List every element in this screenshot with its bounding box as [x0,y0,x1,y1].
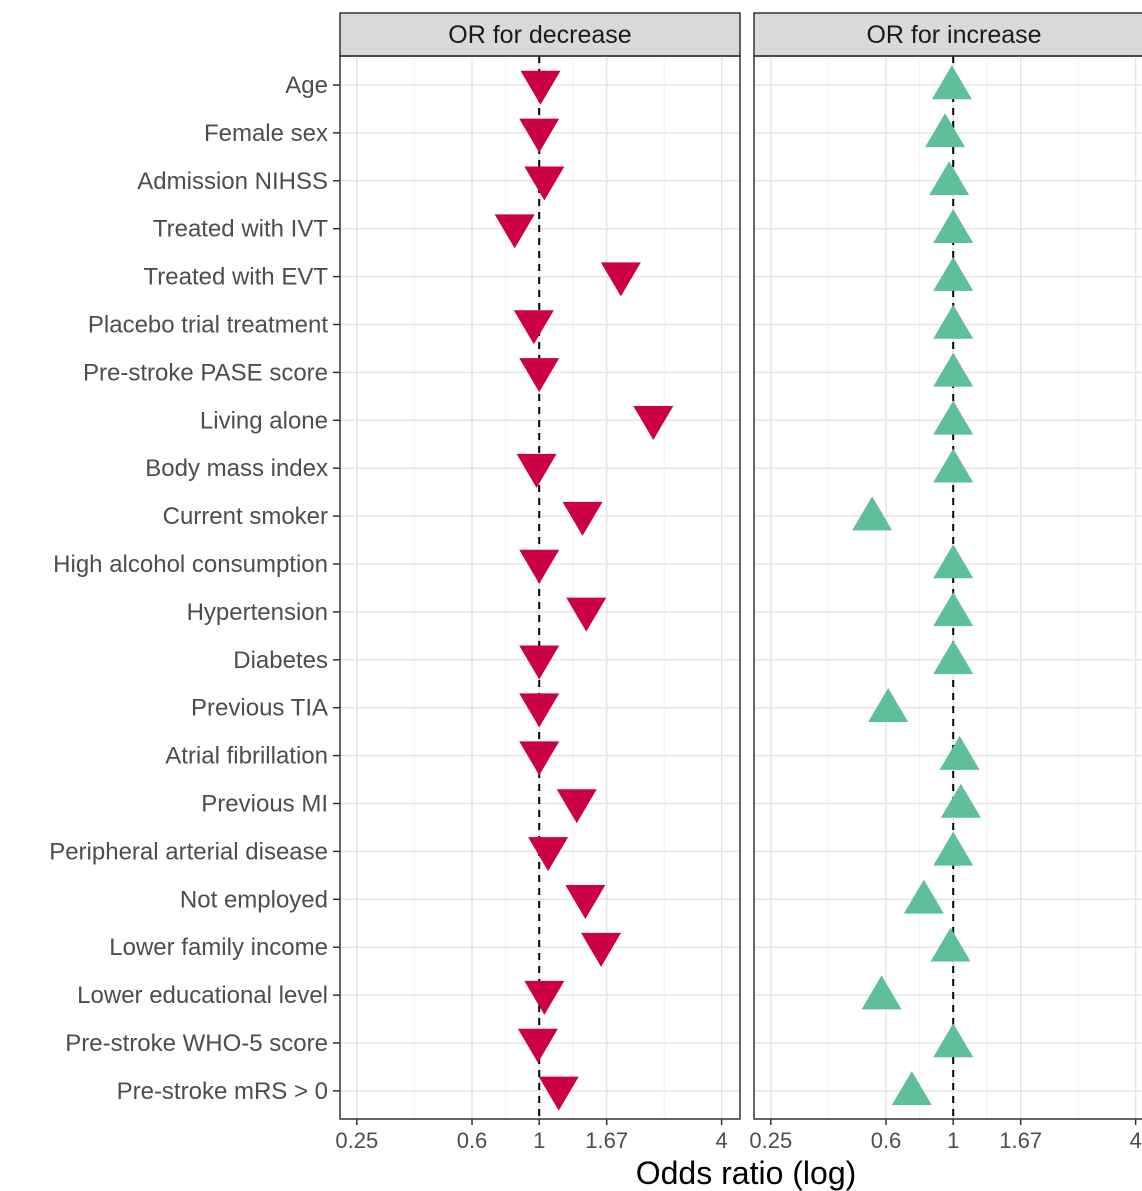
point-pre-stroke-mrs-0 [538,1076,579,1111]
y-axis-labels: Age Female sex Admission NIHSS Treated with… [49,72,340,1105]
y-tick-label: Placebo trial treatment [88,312,328,339]
point-peripheral-arterial-disease [528,837,569,872]
panel-increase: OR for increase 0.25 0.6 1 1.67 4 [749,12,1142,1153]
y-tick-label: Lower family income [109,934,328,961]
y-tick-label: Treated with EVT [143,264,328,291]
facet-strip-label: OR for decrease [448,21,631,49]
point-high-alcohol-consumption [519,549,560,584]
x-tick-label: 1.67 [999,1128,1042,1153]
point-age [931,65,972,100]
x-tick-label: 1 [947,1128,959,1153]
y-tick-label: Not employed [180,886,328,913]
point-not-employed [565,885,606,920]
point-treated-with-evt [933,256,974,291]
point-female-sex [925,113,966,148]
point-lower-family-income [930,927,971,962]
point-atrial-fibrillation [519,741,560,776]
y-tick-label: Peripheral arterial disease [49,838,328,865]
panel-border [339,55,741,1120]
point-diabetes [519,645,560,680]
y-tick-label: Living alone [200,407,328,434]
y-tick-label: Body mass index [145,455,328,482]
x-tick-label: 4 [715,1128,727,1153]
x-tick-label: 0.6 [457,1128,488,1153]
point-body-mass-index [933,448,974,483]
x-tick-label: 1 [533,1128,545,1153]
y-tick-label: Previous TIA [191,695,328,722]
y-tick-label: Previous MI [201,791,328,818]
point-hypertension [933,592,974,627]
point-pre-stroke-who-5-score [517,1028,558,1063]
y-tick-label: Pre-stroke mRS > 0 [117,1078,328,1105]
point-treated-with-ivt [933,208,974,243]
y-tick-label: Female sex [204,120,328,147]
point-peripheral-arterial-disease [933,831,974,866]
x-tick-label: 1.67 [585,1128,628,1153]
point-current-smoker [562,501,603,536]
y-tick-label: Pre-stroke PASE score [83,359,328,386]
point-admission-nihss [524,166,565,201]
point-placebo-trial-treatment [933,304,974,339]
y-tick-label: Hypertension [187,599,328,626]
point-atrial-fibrillation [939,735,980,770]
point-female-sex [519,118,560,153]
point-placebo-trial-treatment [513,310,554,345]
point-current-smoker [852,496,893,531]
y-tick-label: Treated with IVT [153,216,329,243]
panel-border [753,55,1142,1120]
point-diabetes [933,640,974,675]
point-hypertension [566,597,607,632]
facet-strip-label: OR for increase [866,21,1041,49]
point-treated-with-evt [600,262,641,297]
y-tick-label: Pre-stroke WHO-5 score [65,1030,328,1057]
point-living-alone [933,400,974,435]
y-tick-label: Lower educational level [77,982,328,1009]
point-body-mass-index [516,453,557,488]
point-previous-tia [868,687,909,722]
point-pre-stroke-mrs-0 [891,1071,932,1106]
x-tick-label: 0.25 [335,1128,378,1153]
y-tick-label: Diabetes [233,647,328,674]
point-pre-stroke-pase-score [933,352,974,387]
panel-decrease: OR for decrease 0.25 0.6 1 1.67 4 [335,12,741,1153]
x-tick-label: 4 [1129,1128,1141,1153]
point-age [520,70,561,105]
y-tick-label: Admission NIHSS [137,168,328,195]
x-axis-title: Odds ratio (log) [636,1155,857,1191]
point-admission-nihss [929,161,970,196]
point-high-alcohol-consumption [933,544,974,579]
point-previous-mi [556,789,597,824]
facet-strip [753,12,1142,57]
x-tick-label: 0.6 [871,1128,902,1153]
point-lower-educational-level [524,980,565,1015]
x-tick-label: 0.25 [749,1128,792,1153]
point-pre-stroke-who-5-score [933,1023,974,1058]
point-lower-educational-level [861,975,902,1010]
point-previous-tia [519,693,560,728]
point-pre-stroke-pase-score [519,358,560,393]
y-tick-label: Current smoker [163,503,328,530]
point-treated-with-ivt [494,214,535,249]
y-tick-label: High alcohol consumption [53,551,328,578]
y-tick-label: Age [285,72,328,99]
point-living-alone [633,406,674,441]
point-lower-family-income [581,932,622,967]
point-previous-mi [940,783,981,818]
point-not-employed [903,879,944,914]
y-tick-label: Atrial fibrillation [165,743,328,770]
